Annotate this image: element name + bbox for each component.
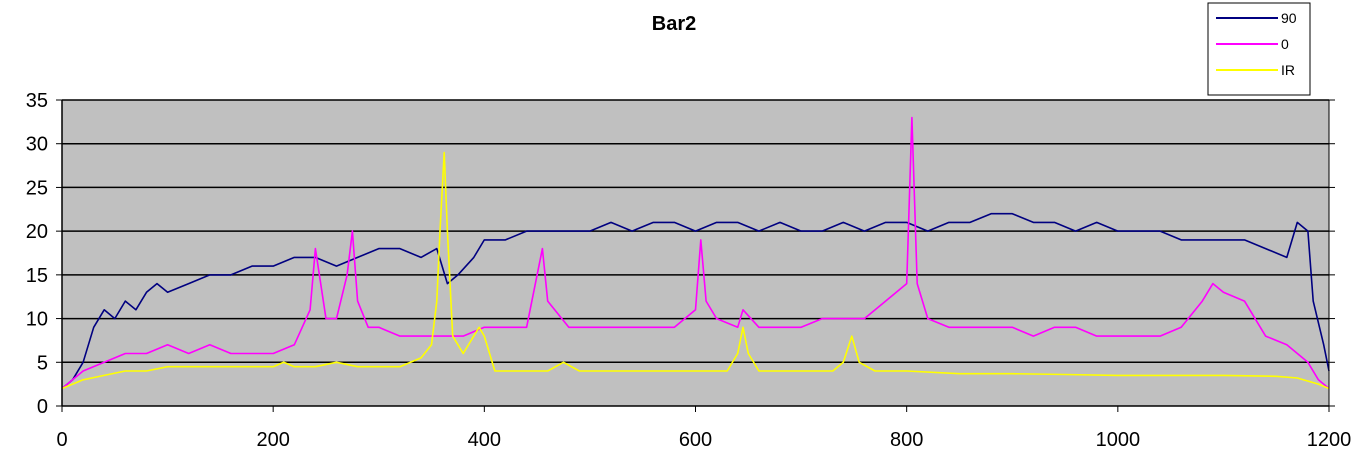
y-tick-label-30: 30: [26, 134, 48, 156]
y-tick-label-25: 25: [26, 177, 48, 199]
y-tick-label-20: 20: [26, 221, 48, 243]
legend: 90 0 IR: [1207, 2, 1311, 96]
gridlines: [62, 99, 1329, 364]
x-tick-label-1000: 1000: [1096, 429, 1141, 451]
y-tick-label-5: 5: [37, 352, 48, 374]
y-tick-label-10: 10: [26, 309, 48, 331]
x-tick-label-400: 400: [468, 429, 501, 451]
chart-title: Bar2: [652, 13, 696, 35]
legend-label-90: 90: [1281, 10, 1297, 26]
x-tick-label-800: 800: [890, 429, 923, 451]
legend-label-0: 0: [1281, 36, 1289, 52]
x-tick-label-600: 600: [679, 429, 712, 451]
x-axis-ticks: 0 200 400 600 800 1000 1200: [56, 406, 1351, 451]
x-tick-label-0: 0: [56, 429, 67, 451]
x-tick-label-1200: 1200: [1307, 429, 1352, 451]
series-line-90: [61, 212, 1330, 390]
series-line-0: [61, 116, 1330, 390]
y-tick-label-0: 0: [37, 396, 48, 418]
series-layer: [61, 116, 1330, 390]
y-tick-label-35: 35: [26, 90, 48, 112]
y-tick-label-15: 15: [26, 265, 48, 287]
series-line-IR: [61, 151, 1330, 390]
legend-label-IR: IR: [1281, 62, 1295, 78]
plot-area: [61, 99, 1330, 407]
y-axis-ticks: 0 5 10 15 20 25 30 35: [26, 90, 1335, 418]
x-tick-label-200: 200: [256, 429, 289, 451]
